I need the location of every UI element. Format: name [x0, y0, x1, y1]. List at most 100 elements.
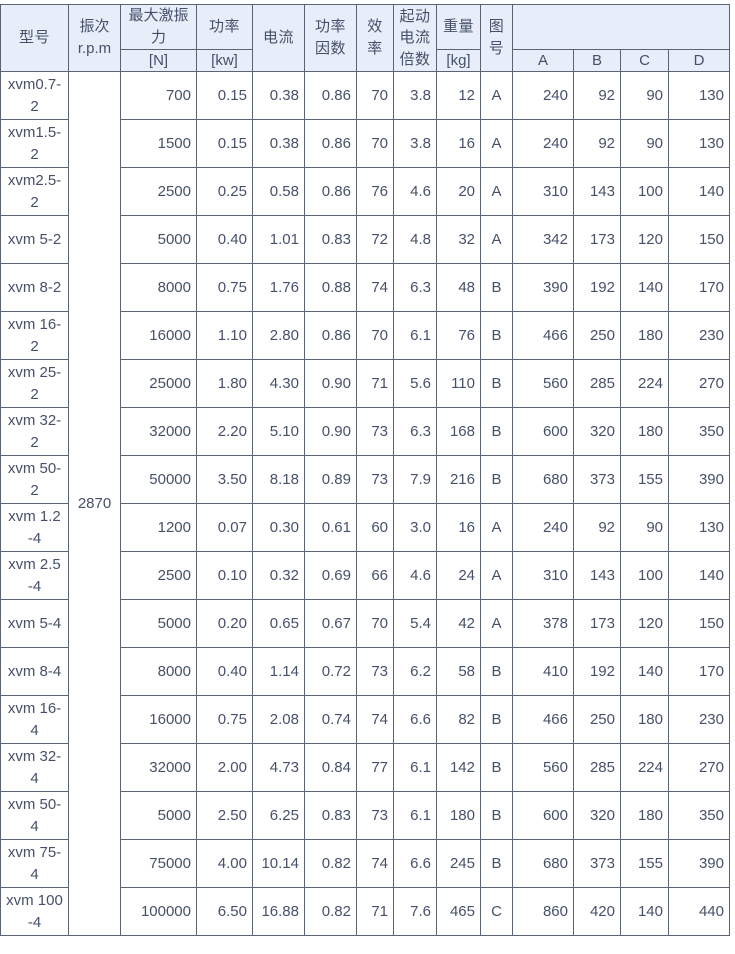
cell-power-factor[interactable]: 0.89	[304, 455, 357, 505]
cell-dim-b[interactable]: 92	[573, 503, 621, 553]
cell-model[interactable]: xvm 16-4	[0, 695, 69, 745]
cell-model[interactable]: xvm 32-4	[0, 743, 69, 793]
cell-current[interactable]: 1.76	[252, 263, 305, 313]
cell-dim-b[interactable]: 250	[573, 695, 621, 745]
cell-power-factor[interactable]: 0.90	[304, 359, 357, 409]
column-header-power[interactable]: 功率	[196, 4, 253, 50]
cell-dim-b[interactable]: 285	[573, 359, 621, 409]
cell-starting-current[interactable]: 6.6	[393, 839, 437, 889]
cell-starting-current[interactable]: 6.1	[393, 791, 437, 841]
cell-power-factor[interactable]: 0.90	[304, 407, 357, 457]
cell-dim-c[interactable]: 120	[620, 215, 669, 265]
cell-dim-d[interactable]: 130	[668, 119, 730, 169]
cell-efficiency[interactable]: 60	[356, 503, 394, 553]
cell-dim-c[interactable]: 140	[620, 647, 669, 697]
cell-power-factor[interactable]: 0.86	[304, 167, 357, 217]
cell-efficiency[interactable]: 73	[356, 791, 394, 841]
cell-drawing-no[interactable]: B	[480, 791, 513, 841]
cell-current[interactable]: 5.10	[252, 407, 305, 457]
cell-efficiency[interactable]: 66	[356, 551, 394, 601]
cell-dim-b[interactable]: 250	[573, 311, 621, 361]
cell-model[interactable]: xvm 5-4	[0, 599, 69, 649]
cell-dim-b[interactable]: 373	[573, 839, 621, 889]
cell-force[interactable]: 75000	[120, 839, 197, 889]
cell-weight[interactable]: 16	[436, 119, 481, 169]
cell-efficiency[interactable]: 76	[356, 167, 394, 217]
cell-drawing-no[interactable]: B	[480, 407, 513, 457]
cell-force[interactable]: 16000	[120, 695, 197, 745]
cell-power-factor[interactable]: 0.67	[304, 599, 357, 649]
cell-force[interactable]: 2500	[120, 551, 197, 601]
cell-dim-d[interactable]: 140	[668, 167, 730, 217]
cell-current[interactable]: 4.73	[252, 743, 305, 793]
cell-power[interactable]: 0.20	[196, 599, 253, 649]
cell-starting-current[interactable]: 5.4	[393, 599, 437, 649]
cell-force[interactable]: 2500	[120, 167, 197, 217]
cell-force[interactable]: 1200	[120, 503, 197, 553]
cell-power-factor[interactable]: 0.86	[304, 311, 357, 361]
cell-dim-a[interactable]: 466	[512, 695, 574, 745]
table-row[interactable]: xvm 8-2 8000 0.75 1.76 0.88 74 6.3 48 B 390 192 140…	[0, 263, 730, 313]
cell-current[interactable]: 0.65	[252, 599, 305, 649]
column-header-dimensions-group[interactable]	[512, 4, 730, 50]
cell-dim-c[interactable]: 100	[620, 551, 669, 601]
cell-power[interactable]: 0.75	[196, 695, 253, 745]
cell-drawing-no[interactable]: C	[480, 887, 513, 937]
cell-drawing-no[interactable]: A	[480, 119, 513, 169]
cell-current[interactable]: 4.30	[252, 359, 305, 409]
cell-starting-current[interactable]: 7.6	[393, 887, 437, 937]
cell-current[interactable]: 0.38	[252, 119, 305, 169]
cell-dim-d[interactable]: 170	[668, 647, 730, 697]
cell-drawing-no[interactable]: A	[480, 167, 513, 217]
cell-dim-d[interactable]: 270	[668, 743, 730, 793]
cell-weight[interactable]: 20	[436, 167, 481, 217]
cell-efficiency[interactable]: 73	[356, 407, 394, 457]
column-header-weight[interactable]: 重量	[436, 4, 481, 50]
cell-dim-b[interactable]: 173	[573, 215, 621, 265]
cell-dim-c[interactable]: 180	[620, 695, 669, 745]
cell-dim-d[interactable]: 130	[668, 503, 730, 553]
cell-force[interactable]: 50000	[120, 455, 197, 505]
cell-starting-current[interactable]: 4.8	[393, 215, 437, 265]
cell-dim-d[interactable]: 350	[668, 791, 730, 841]
table-row[interactable]: xvm 50-4 5000 2.50 6.25 0.83 73 6.1 180 B 600 320 1…	[0, 791, 730, 841]
cell-weight[interactable]: 110	[436, 359, 481, 409]
cell-force[interactable]: 32000	[120, 743, 197, 793]
cell-drawing-no[interactable]: B	[480, 839, 513, 889]
cell-current[interactable]: 10.14	[252, 839, 305, 889]
cell-model[interactable]: xvm0.7-2	[0, 71, 69, 121]
cell-force[interactable]: 8000	[120, 263, 197, 313]
cell-starting-current[interactable]: 4.6	[393, 551, 437, 601]
cell-dim-c[interactable]: 180	[620, 791, 669, 841]
column-header-starting-current[interactable]: 起动电流倍数	[393, 3, 437, 73]
cell-weight[interactable]: 142	[436, 743, 481, 793]
cell-model[interactable]: xvm 25-2	[0, 359, 69, 409]
cell-power-factor[interactable]: 0.86	[304, 71, 357, 121]
cell-power[interactable]: 6.50	[196, 887, 253, 937]
cell-weight[interactable]: 465	[436, 887, 481, 937]
cell-force[interactable]: 700	[120, 71, 197, 121]
cell-drawing-no[interactable]: B	[480, 695, 513, 745]
cell-dim-b[interactable]: 420	[573, 887, 621, 937]
cell-dim-d[interactable]: 130	[668, 71, 730, 121]
cell-dim-d[interactable]: 390	[668, 455, 730, 505]
table-row[interactable]: xvm 32-4 32000 2.00 4.73 0.84 77 6.1 142 B 560 285…	[0, 743, 730, 793]
cell-model[interactable]: xvm 5-2	[0, 215, 69, 265]
cell-dim-d[interactable]: 150	[668, 599, 730, 649]
cell-drawing-no[interactable]: A	[480, 215, 513, 265]
cell-efficiency[interactable]: 73	[356, 647, 394, 697]
cell-dim-a[interactable]: 680	[512, 839, 574, 889]
cell-drawing-no[interactable]: B	[480, 359, 513, 409]
cell-dim-a[interactable]: 240	[512, 119, 574, 169]
table-row[interactable]: xvm 50-2 50000 3.50 8.18 0.89 73 7.9 216 B 680 373…	[0, 455, 730, 505]
cell-dim-b[interactable]: 192	[573, 647, 621, 697]
cell-dim-a[interactable]: 560	[512, 359, 574, 409]
cell-power-factor[interactable]: 0.83	[304, 215, 357, 265]
table-row[interactable]: xvm 5-4 5000 0.20 0.65 0.67 70 5.4 42 A 378 173 120…	[0, 599, 730, 649]
column-header-rpm[interactable]: 振次 r.p.m	[68, 3, 121, 73]
cell-drawing-no[interactable]: A	[480, 599, 513, 649]
cell-dim-a[interactable]: 466	[512, 311, 574, 361]
cell-power-factor[interactable]: 0.74	[304, 695, 357, 745]
cell-model[interactable]: xvm 8-4	[0, 647, 69, 697]
column-header-dim-a[interactable]: A	[512, 48, 574, 73]
